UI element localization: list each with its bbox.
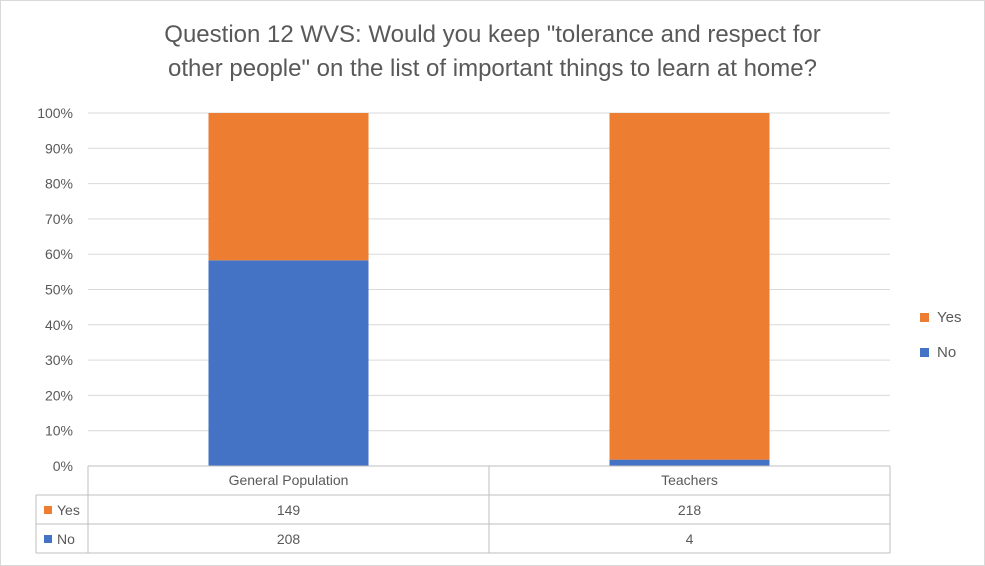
y-tick-label-1: 10% [45, 423, 73, 439]
y-tick-label-8: 80% [45, 176, 73, 192]
y-tick-label-7: 70% [45, 211, 73, 227]
table-cell-no-0: 208 [277, 531, 301, 547]
y-tick-label-3: 30% [45, 352, 73, 368]
legend-swatch-yes [920, 313, 929, 322]
legend-swatch-no [920, 348, 929, 357]
bar-no-0 [208, 260, 369, 466]
y-tick-label-4: 40% [45, 317, 73, 333]
legend-label-no: No [937, 344, 957, 361]
bar-no-1 [609, 459, 770, 466]
y-tick-label-6: 60% [45, 246, 73, 262]
legend-label-yes: Yes [937, 309, 962, 326]
y-tick-label-2: 20% [45, 387, 73, 403]
table-cell-yes-0: 149 [277, 502, 301, 518]
chart-title: Question 12 WVS: Would you keep "toleran… [0, 18, 985, 86]
legend-item-no: No [920, 335, 961, 370]
x-category-label-0: General Population [229, 472, 349, 488]
legend-item-yes: Yes [920, 300, 961, 335]
y-tick-label-10: 100% [37, 105, 73, 121]
y-tick-label-9: 90% [45, 140, 73, 156]
y-tick-label-0: 0% [53, 458, 73, 474]
chart-title-line-2: other people" on the list of important t… [168, 55, 817, 82]
table-swatch-yes [44, 506, 52, 514]
x-category-label-1: Teachers [661, 472, 718, 488]
table-cell-no-1: 4 [686, 531, 694, 547]
bar-yes-0 [208, 113, 369, 261]
legend: Yes No [920, 300, 961, 370]
table-row-label-yes: Yes [57, 502, 80, 518]
table-cell-yes-1: 218 [678, 502, 702, 518]
bar-yes-1 [609, 113, 770, 460]
table-swatch-no [44, 535, 52, 543]
chart-title-line-1: Question 12 WVS: Would you keep "toleran… [164, 21, 821, 48]
y-tick-label-5: 50% [45, 282, 73, 298]
table-row-label-no: No [57, 531, 75, 547]
